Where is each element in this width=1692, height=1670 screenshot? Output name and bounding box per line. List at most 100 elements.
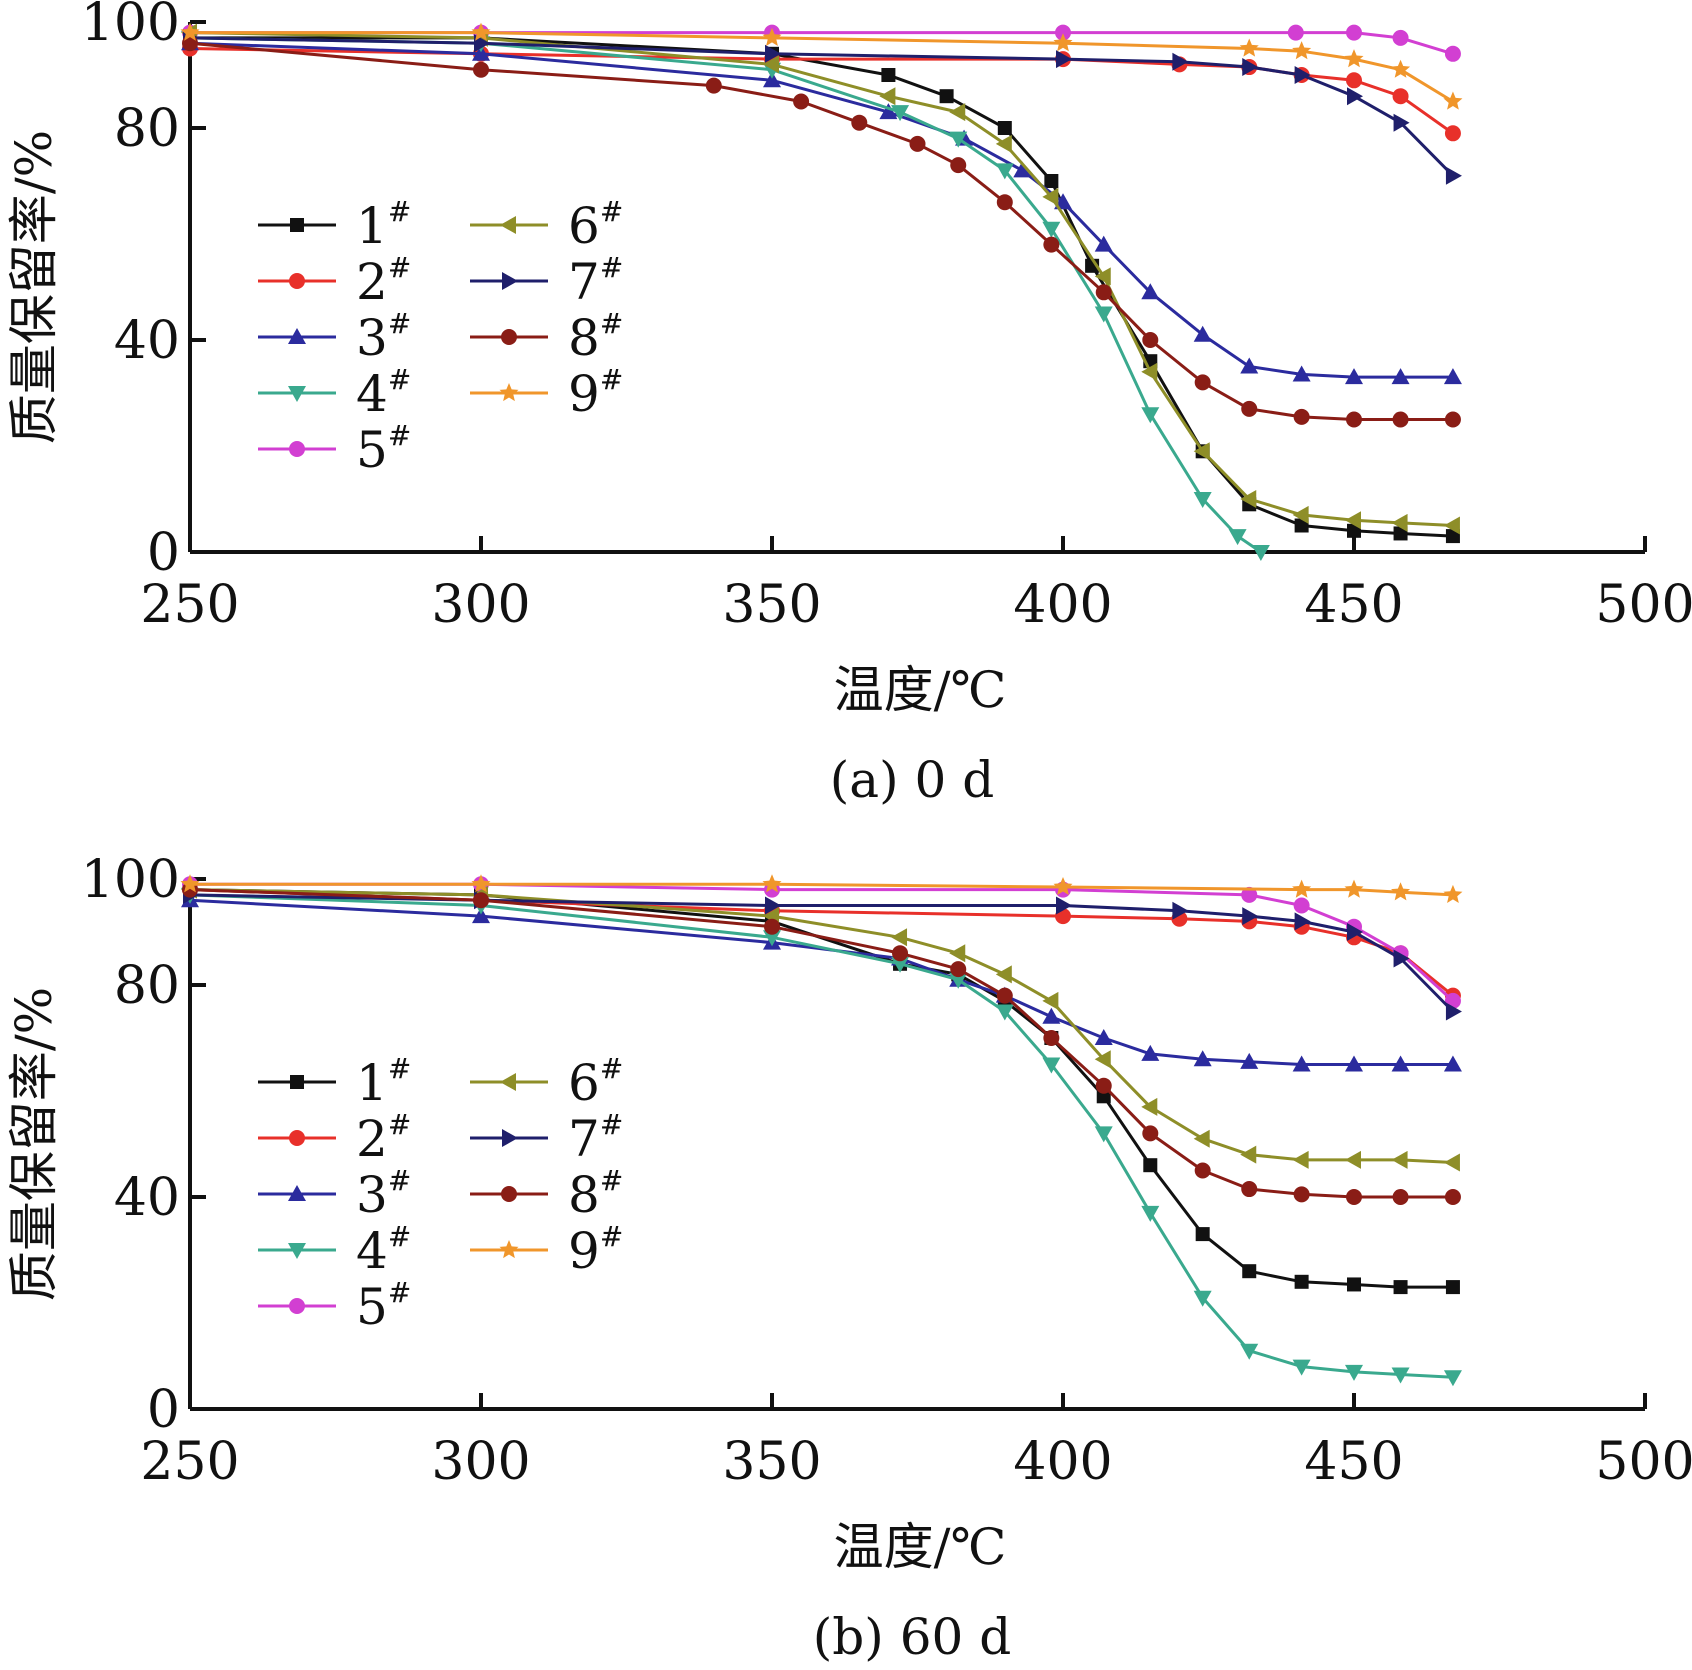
data-point <box>1242 907 1259 926</box>
x-tick-label: 400 <box>1013 575 1112 635</box>
data-point <box>1143 1158 1158 1173</box>
data-point <box>1292 505 1309 524</box>
data-point <box>1241 400 1258 417</box>
series-line <box>189 36 1454 177</box>
series-8 <box>182 35 1461 428</box>
data-point <box>939 89 954 104</box>
data-point <box>473 892 489 909</box>
legend-label: 1# <box>356 1052 411 1112</box>
data-point <box>1391 1150 1408 1169</box>
data-point <box>1195 1227 1210 1242</box>
data-point <box>1043 1030 1060 1046</box>
data-point <box>995 163 1014 180</box>
data-point <box>1292 1150 1309 1169</box>
legend-item: 4# <box>258 1220 411 1280</box>
x-tick-label: 450 <box>1304 575 1403 635</box>
data-point <box>1287 24 1304 41</box>
legend-item: 2# <box>258 1108 411 1168</box>
legend-item: 9# <box>470 1220 623 1280</box>
data-point <box>1292 879 1312 898</box>
data-point <box>1240 1145 1257 1164</box>
data-point <box>879 103 898 120</box>
panel-caption: (b) 60 d <box>813 1608 1011 1666</box>
data-point <box>1172 901 1189 920</box>
data-point <box>1240 1052 1259 1069</box>
data-point <box>1044 174 1059 188</box>
legend-label: 7# <box>568 1108 623 1168</box>
data-point <box>1344 49 1364 68</box>
series-line <box>189 36 1262 554</box>
data-point <box>1391 1055 1410 1072</box>
data-point <box>949 131 968 148</box>
legend-label: 6# <box>568 195 623 255</box>
data-point <box>909 135 926 152</box>
y-tick-label: 100 <box>81 0 180 53</box>
legend-swatch-marker <box>502 1129 518 1147</box>
data-point <box>1294 912 1311 931</box>
data-point <box>1392 411 1409 428</box>
data-point <box>1393 526 1408 541</box>
data-point <box>1293 1186 1310 1203</box>
series-line <box>189 893 1454 1013</box>
legend-swatch-marker <box>288 328 306 344</box>
legend-item: 6# <box>470 1052 623 1112</box>
data-point <box>1241 1181 1258 1198</box>
data-point <box>180 874 200 893</box>
series-4 <box>181 887 1462 1387</box>
data-point <box>765 896 781 915</box>
data-point <box>892 945 909 962</box>
data-point <box>1239 38 1259 57</box>
data-point <box>1242 1264 1257 1279</box>
data-point <box>1094 1126 1113 1143</box>
data-point <box>1445 166 1462 185</box>
data-point <box>1292 41 1312 60</box>
data-point <box>1391 882 1411 901</box>
legend-swatch-marker <box>290 218 304 232</box>
x-tick-label: 500 <box>1595 1432 1692 1492</box>
data-point <box>949 972 968 989</box>
data-point <box>472 907 490 924</box>
data-point <box>1294 518 1309 533</box>
data-point <box>1194 1162 1211 1179</box>
data-point <box>950 157 967 174</box>
data-point <box>891 105 910 122</box>
data-point <box>1142 332 1159 348</box>
data-point <box>1443 516 1460 535</box>
x-tick-label: 300 <box>431 575 530 635</box>
data-point <box>1393 949 1410 968</box>
x-tick-label: 350 <box>722 575 821 635</box>
x-tick-label: 250 <box>140 575 239 635</box>
data-point <box>1294 1274 1309 1289</box>
data-point <box>1055 24 1071 41</box>
chart-panel-b: 250 300 350 400 450 500 0 40 80 100 温度/℃ 质量保留率/% (b)… <box>5 850 1692 1666</box>
data-point <box>1391 368 1410 385</box>
y-tick-label: 40 <box>114 1168 180 1228</box>
data-point <box>1392 88 1409 105</box>
data-point <box>1240 357 1259 374</box>
series-6 <box>181 880 1460 1172</box>
data-point <box>1193 1290 1212 1307</box>
data-point <box>1141 1097 1158 1116</box>
data-point <box>1240 1343 1259 1360</box>
data-point <box>1347 87 1363 106</box>
legend-swatch-marker <box>500 1073 516 1091</box>
legend-swatch-marker <box>501 329 517 345</box>
data-point <box>1172 52 1189 71</box>
data-point <box>1345 1150 1361 1169</box>
data-point <box>1346 72 1362 89</box>
legend-label: 7# <box>568 251 623 311</box>
data-point <box>851 114 868 131</box>
data-point <box>950 961 967 978</box>
data-point <box>1193 1129 1210 1148</box>
y-axis-title: 质量保留率/% <box>5 130 63 444</box>
legend-swatch-marker <box>288 1185 306 1201</box>
panel-caption: (a) 0 d <box>830 751 994 809</box>
legend-swatch-marker <box>288 1243 306 1259</box>
legend-label: 2# <box>356 1108 411 1168</box>
data-point <box>1346 411 1362 428</box>
x-tick-label: 500 <box>1595 575 1692 635</box>
data-point <box>1345 1364 1363 1381</box>
series-line <box>190 882 1453 897</box>
chart-panel-a: 250 300 350 400 450 500 0 40 80 100 温度/℃ 质量保留率/% (a)… <box>5 0 1692 809</box>
